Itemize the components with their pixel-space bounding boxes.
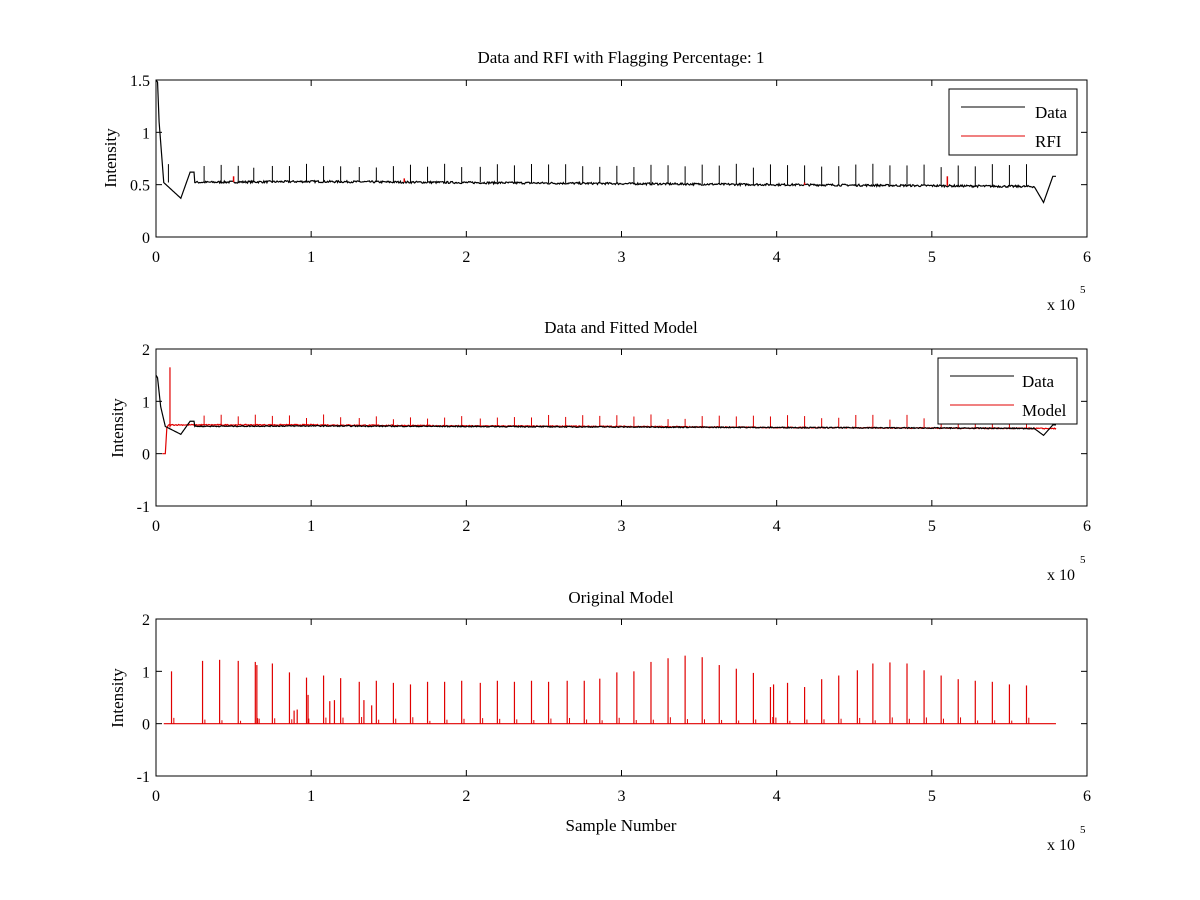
- x-tick-label: 6: [1083, 249, 1091, 266]
- plot-area: [156, 367, 1057, 455]
- x-tick-label: 5: [928, 249, 936, 266]
- x-tick-label: 6: [1083, 518, 1091, 535]
- legend-box: [937, 357, 1078, 425]
- x-tick-label: 5: [928, 788, 936, 805]
- x-tick-label: 1: [307, 249, 315, 266]
- x-tick-label: 4: [773, 788, 781, 805]
- y-tick-label: 0: [142, 717, 150, 734]
- legend-label-model: Model: [1022, 401, 1067, 420]
- x-tick-label: 2: [462, 249, 470, 266]
- y-tick-label: 1: [142, 394, 150, 411]
- x-exponent-power: 5: [1080, 554, 1086, 566]
- x-tick-label: 0: [152, 788, 160, 805]
- y-axis-label: Intensity: [108, 398, 127, 458]
- x-tick-label: 1: [307, 788, 315, 805]
- y-tick-label: 1.5: [130, 73, 150, 90]
- chart-title: Data and RFI with Flagging Percentage: 1: [477, 48, 764, 67]
- plot-frame: [155, 79, 1088, 238]
- y-tick-label: 0.5: [130, 178, 150, 195]
- x-exponent-base: x 10: [1047, 837, 1075, 854]
- y-tick-label: -1: [137, 769, 150, 786]
- x-tick-label: 3: [618, 788, 626, 805]
- x-tick-label: 0: [152, 249, 160, 266]
- x-tick-label: 3: [618, 249, 626, 266]
- y-tick-label: 2: [142, 342, 150, 359]
- x-tick-label: 0: [152, 518, 160, 535]
- y-tick-label: 1: [142, 664, 150, 681]
- x-exponent-power: 5: [1080, 284, 1086, 296]
- legend: Data RFI: [948, 88, 1078, 156]
- x-exponent-power: 5: [1080, 824, 1086, 836]
- plot-area: [163, 655, 1056, 725]
- axis-ticks: 0 1 2 3 4 5 6 0 0.5 1 1.5: [130, 73, 1091, 266]
- x-exponent-base: x 10: [1047, 567, 1075, 584]
- y-tick-label: 0: [142, 230, 150, 247]
- legend-label-data: Data: [1022, 372, 1055, 391]
- plot-frame: [155, 618, 1088, 777]
- x-tick-label: 5: [928, 518, 936, 535]
- panel-data-rfi: Data and RFI with Flagging Percentage: 1…: [101, 48, 1091, 314]
- x-tick-label: 6: [1083, 788, 1091, 805]
- y-axis-label: Intensity: [108, 668, 127, 728]
- x-tick-label: 2: [462, 788, 470, 805]
- legend-label-data: Data: [1035, 103, 1068, 122]
- panel-data-model: Data and Fitted Model Intensity 0 1 2 3 4 5 6 -…: [108, 318, 1091, 584]
- series-line-data: [156, 80, 1056, 204]
- x-tick-label: 4: [773, 249, 781, 266]
- chart-title: Original Model: [568, 588, 674, 607]
- series-line-data: [156, 374, 1056, 437]
- legend-box: [948, 88, 1078, 156]
- plot-area: [156, 80, 1056, 204]
- x-tick-label: 3: [618, 518, 626, 535]
- y-tick-label: 2: [142, 612, 150, 629]
- x-tick-label: 4: [773, 518, 781, 535]
- y-axis-label: Intensity: [101, 128, 120, 188]
- legend: Data Model: [937, 357, 1078, 425]
- x-exponent-base: x 10: [1047, 297, 1075, 314]
- x-tick-label: 2: [462, 518, 470, 535]
- x-tick-label: 1: [307, 518, 315, 535]
- y-tick-label: 0: [142, 447, 150, 464]
- x-axis-label: Sample Number: [566, 816, 677, 835]
- y-tick-label: 1: [142, 125, 150, 142]
- y-tick-label: -1: [137, 499, 150, 516]
- chart-title: Data and Fitted Model: [544, 318, 698, 337]
- legend-label-rfi: RFI: [1035, 132, 1062, 151]
